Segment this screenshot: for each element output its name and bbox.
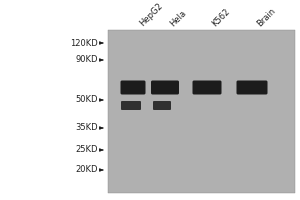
FancyBboxPatch shape xyxy=(236,80,268,95)
FancyBboxPatch shape xyxy=(193,80,221,95)
Text: 25KD: 25KD xyxy=(76,146,98,154)
FancyBboxPatch shape xyxy=(151,80,179,95)
Text: 90KD: 90KD xyxy=(76,55,98,64)
Text: 20KD: 20KD xyxy=(76,166,98,174)
Text: 50KD: 50KD xyxy=(76,96,98,104)
Text: 35KD: 35KD xyxy=(75,123,98,132)
Text: Brain: Brain xyxy=(255,6,277,28)
Text: HepG2: HepG2 xyxy=(138,1,165,28)
FancyBboxPatch shape xyxy=(121,101,141,110)
FancyBboxPatch shape xyxy=(121,80,146,95)
Bar xyxy=(108,30,295,193)
Text: Hela: Hela xyxy=(168,8,188,28)
Text: 120KD: 120KD xyxy=(70,38,98,47)
Text: K562: K562 xyxy=(210,7,232,28)
FancyBboxPatch shape xyxy=(153,101,171,110)
